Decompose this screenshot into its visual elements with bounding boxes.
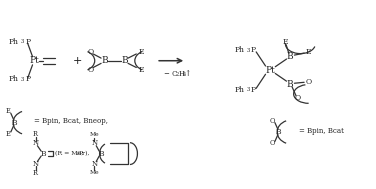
Text: Ph: Ph (235, 46, 245, 54)
Text: O: O (270, 139, 275, 147)
Text: O: O (87, 66, 93, 74)
Text: 3: 3 (20, 77, 24, 82)
Text: Ph: Ph (9, 38, 19, 46)
Text: N: N (91, 160, 97, 168)
Text: O: O (87, 48, 93, 56)
Text: (R = Me,: (R = Me, (55, 151, 85, 156)
Text: Pr),: Pr), (78, 151, 90, 156)
Text: 3: 3 (246, 48, 250, 53)
Text: N: N (32, 139, 39, 147)
Text: B: B (287, 52, 293, 60)
Text: O: O (306, 78, 312, 86)
Text: Pt: Pt (29, 56, 39, 65)
Text: P: P (25, 38, 30, 46)
Text: B: B (276, 128, 282, 136)
Text: E: E (138, 66, 144, 74)
Text: H: H (178, 70, 184, 78)
Text: N: N (91, 139, 97, 147)
Text: B: B (12, 119, 17, 127)
Text: B: B (41, 150, 47, 158)
Text: − C: − C (164, 70, 178, 78)
Text: 3: 3 (20, 40, 24, 44)
Text: E: E (138, 48, 144, 56)
Text: B: B (287, 80, 293, 89)
Text: B: B (121, 56, 127, 65)
Text: = Bpin, Bcat, Bneop,: = Bpin, Bcat, Bneop, (35, 117, 108, 125)
Text: N: N (32, 160, 39, 168)
Text: Ph: Ph (235, 86, 245, 94)
Text: E: E (306, 48, 311, 56)
Text: Me: Me (89, 170, 99, 175)
Text: O: O (294, 94, 300, 102)
Text: ↑: ↑ (185, 70, 191, 78)
Text: P: P (251, 86, 256, 94)
Text: 2: 2 (176, 72, 179, 77)
Text: Me: Me (89, 132, 99, 137)
Text: E: E (283, 38, 288, 46)
Text: Pt: Pt (265, 66, 275, 75)
Text: P: P (251, 46, 256, 54)
Text: i: i (76, 151, 78, 156)
Text: Ph: Ph (9, 75, 19, 84)
Text: O: O (270, 117, 275, 125)
Text: +: + (73, 56, 82, 66)
Text: 3: 3 (246, 87, 250, 92)
Text: B: B (99, 150, 105, 158)
Text: E: E (6, 130, 11, 138)
Text: B: B (101, 56, 108, 65)
Text: 4: 4 (183, 72, 186, 77)
Text: R: R (33, 169, 38, 177)
Text: E: E (6, 107, 11, 115)
Text: P: P (25, 75, 30, 84)
Text: R: R (33, 130, 38, 138)
Text: = Bpin, Bcat: = Bpin, Bcat (299, 126, 343, 135)
